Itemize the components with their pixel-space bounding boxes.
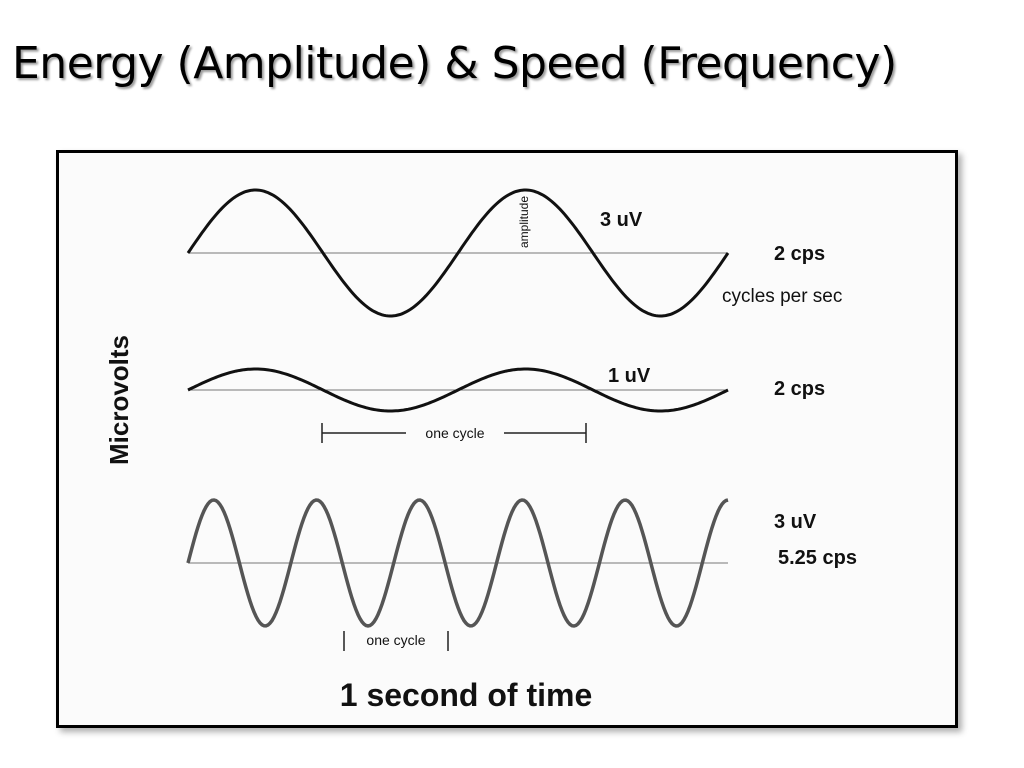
wave-2-cycle-label: one cycle xyxy=(425,425,484,441)
wave-2-cycle-bracket xyxy=(321,423,587,443)
figure-frame xyxy=(56,150,958,728)
slide-title: Energy (Amplitude) & Speed (Frequency) xyxy=(12,38,897,89)
wave-1-frequency-note: cycles per sec xyxy=(722,286,842,307)
wave-diagram: Microvolts amplitude 3 uV 2 cps cycles p… xyxy=(104,188,857,713)
wave-2-amplitude-label: 1 uV xyxy=(608,365,651,387)
wave-3-cycle-bracket xyxy=(343,631,449,651)
wave-2-frequency-label: 2 cps xyxy=(774,378,825,400)
wave-1-amplitude-label: 3 uV xyxy=(600,209,643,231)
wave-3-cycle-label: one cycle xyxy=(366,632,425,648)
wave-3-amplitude-label: 3 uV xyxy=(774,511,817,533)
y-axis-label: Microvolts xyxy=(104,335,134,465)
wave-3 xyxy=(186,498,729,628)
wave-1-frequency-label: 2 cps xyxy=(774,243,825,265)
wave-3-frequency-label: 5.25 cps xyxy=(778,547,857,569)
footer-label: 1 second of time xyxy=(340,677,593,713)
wave-1 xyxy=(186,188,730,318)
wave-2 xyxy=(187,367,729,413)
amplitude-marker-label: amplitude xyxy=(517,196,531,248)
